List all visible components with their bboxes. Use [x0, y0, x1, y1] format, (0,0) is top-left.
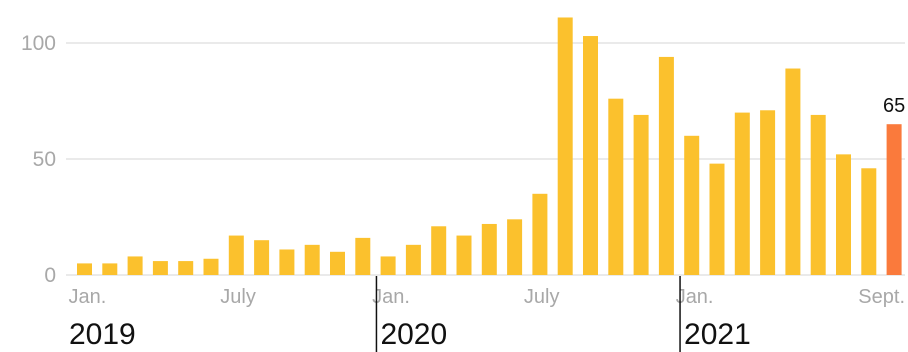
bar	[279, 249, 295, 275]
y-tick-label: 50	[33, 148, 56, 171]
bar	[861, 168, 877, 275]
bar-highlight	[886, 124, 902, 275]
bar	[203, 258, 219, 275]
bar	[709, 163, 725, 275]
bar	[330, 251, 345, 275]
bar	[836, 154, 851, 275]
bar	[178, 261, 194, 275]
year-label: 2020	[380, 318, 447, 351]
data-label-highlight: 65	[883, 95, 905, 117]
bar	[254, 240, 270, 275]
year-label: 2019	[69, 318, 136, 351]
data-labels: 65	[883, 95, 905, 117]
y-tick-label: 100	[21, 32, 56, 55]
x-tick-label: July	[220, 286, 256, 308]
x-tick-label: Jan.	[69, 286, 107, 308]
bar	[77, 263, 92, 275]
x-tick-label: Sept.	[858, 286, 905, 308]
bar	[304, 244, 320, 275]
bar	[684, 135, 700, 275]
x-tick-label: Jan.	[676, 286, 714, 308]
bar	[431, 226, 447, 275]
bar	[405, 244, 421, 275]
bar	[810, 114, 826, 275]
bar	[127, 256, 143, 275]
bar	[355, 237, 371, 275]
bar	[456, 235, 472, 275]
x-tick-label: Jan.	[372, 286, 410, 308]
x-axis-ticks: Jan. July Jan. July Jan. Sept.	[69, 286, 906, 308]
bar	[532, 193, 548, 275]
bar	[760, 110, 776, 275]
bar	[633, 114, 649, 275]
bars	[77, 17, 902, 276]
bar	[152, 261, 168, 275]
bar	[734, 112, 750, 275]
year-label: 2021	[684, 318, 751, 351]
bar	[380, 256, 396, 275]
x-tick-label: July	[524, 286, 560, 308]
bar	[557, 17, 573, 275]
bar	[658, 56, 674, 275]
bar	[228, 235, 244, 275]
bar	[583, 36, 598, 275]
bar	[785, 68, 801, 276]
bar	[481, 223, 497, 275]
bar	[102, 263, 118, 275]
bar	[608, 98, 624, 276]
bar	[507, 219, 523, 275]
y-tick-label: 0	[44, 264, 56, 287]
y-axis-ticks: 0 50 100	[21, 32, 56, 287]
year-axis: 2019 2020 2021	[69, 276, 751, 352]
